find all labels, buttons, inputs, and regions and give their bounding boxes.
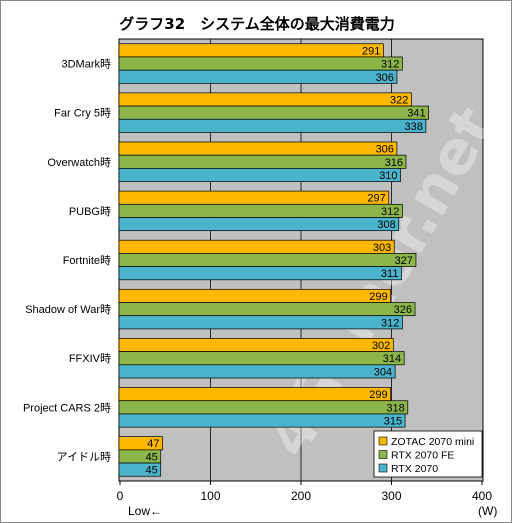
legend-swatch (378, 436, 388, 446)
bar (118, 338, 394, 352)
bar-value-label: 316 (385, 157, 403, 169)
x-tick-label: 300 (381, 489, 401, 503)
bar-value-label: 312 (381, 206, 399, 218)
legend-swatch (378, 463, 388, 473)
category-label: 3DMark時 (61, 58, 111, 71)
bar (118, 315, 403, 330)
bar (118, 69, 398, 84)
x-tick-label: 0 (117, 489, 124, 503)
bar (118, 302, 416, 317)
bar-value-label: 312 (381, 317, 399, 329)
bar-value-label: 303 (373, 242, 391, 254)
bar-value-label: 299 (369, 291, 387, 303)
bar (118, 141, 398, 156)
bar (118, 105, 429, 120)
bar (118, 168, 401, 182)
bar (118, 118, 427, 133)
category-label: アイドル時 (57, 450, 111, 463)
category-label: PUBG時 (69, 205, 111, 218)
bar (118, 154, 407, 169)
bar-value-label: 338 (405, 121, 423, 133)
legend-label: RTX 2070 FE (391, 450, 454, 462)
bar-value-label: 299 (369, 389, 387, 401)
bar-value-label: 304 (374, 366, 392, 378)
bar (118, 266, 402, 281)
bar (118, 239, 395, 254)
bar (118, 364, 396, 379)
bar-value-label: 45 (145, 451, 157, 463)
bar (118, 217, 400, 232)
bars: 2913123063223413383063163102973123083033… (118, 43, 429, 477)
bar (118, 288, 391, 303)
bar-value-label: 306 (376, 144, 394, 156)
bar-value-label: 315 (384, 416, 402, 428)
bar (118, 400, 409, 415)
direction-note: Low← (128, 504, 162, 518)
x-tick-label: 400 (472, 489, 492, 503)
category-label: Shadow of War時 (25, 303, 111, 316)
bar-value-label: 326 (394, 304, 412, 316)
bar (118, 92, 412, 107)
legend-label: ZOTAC 2070 mini (391, 436, 474, 448)
bar-value-label: 306 (376, 72, 394, 84)
bar (118, 387, 391, 402)
legend-label: RTX 2070 (391, 463, 438, 475)
category-label: FFXIV時 (69, 352, 111, 365)
unit-label: (W) (478, 504, 497, 518)
bar (118, 43, 384, 58)
category-label: Fortnite時 (63, 254, 111, 267)
bar (118, 462, 162, 477)
bar-value-label: 291 (362, 45, 380, 57)
bar-value-label: 297 (367, 193, 385, 205)
bar-value-label: 47 (147, 438, 159, 450)
bar (118, 203, 403, 218)
x-axis-ticks: 0 100 200 300 400 (117, 481, 492, 503)
category-label: Overwatch時 (47, 156, 111, 169)
bar (118, 253, 417, 267)
bar-value-label: 318 (386, 402, 404, 414)
chart-title: グラフ32 システム全体の最大消費電力 (119, 15, 394, 33)
bar-value-label: 314 (383, 353, 401, 365)
bar (118, 56, 403, 71)
category-label: Project CARS 2時 (23, 401, 111, 414)
bar (118, 351, 405, 366)
bar-value-label: 312 (381, 59, 399, 71)
category-label: Far Cry 5時 (54, 107, 111, 120)
bar-value-label: 302 (372, 340, 390, 352)
x-tick-label: 200 (291, 489, 311, 503)
legend-box (373, 430, 483, 478)
bar-value-label: 341 (407, 108, 425, 120)
bar-value-label: 327 (395, 255, 413, 267)
bar-value-label: 322 (390, 94, 408, 106)
bar-value-label: 310 (379, 170, 397, 182)
bar-value-label: 308 (377, 219, 395, 231)
x-tick-label: 100 (200, 489, 220, 503)
legend-swatch (378, 450, 388, 459)
bar (118, 190, 390, 205)
bar-value-label: 45 (145, 465, 157, 477)
bar (118, 413, 406, 428)
bar-value-label: 311 (381, 268, 399, 280)
category-labels: 3DMark時 Far Cry 5時 Overwatch時 PUBG時 Fortnite… (23, 58, 111, 464)
